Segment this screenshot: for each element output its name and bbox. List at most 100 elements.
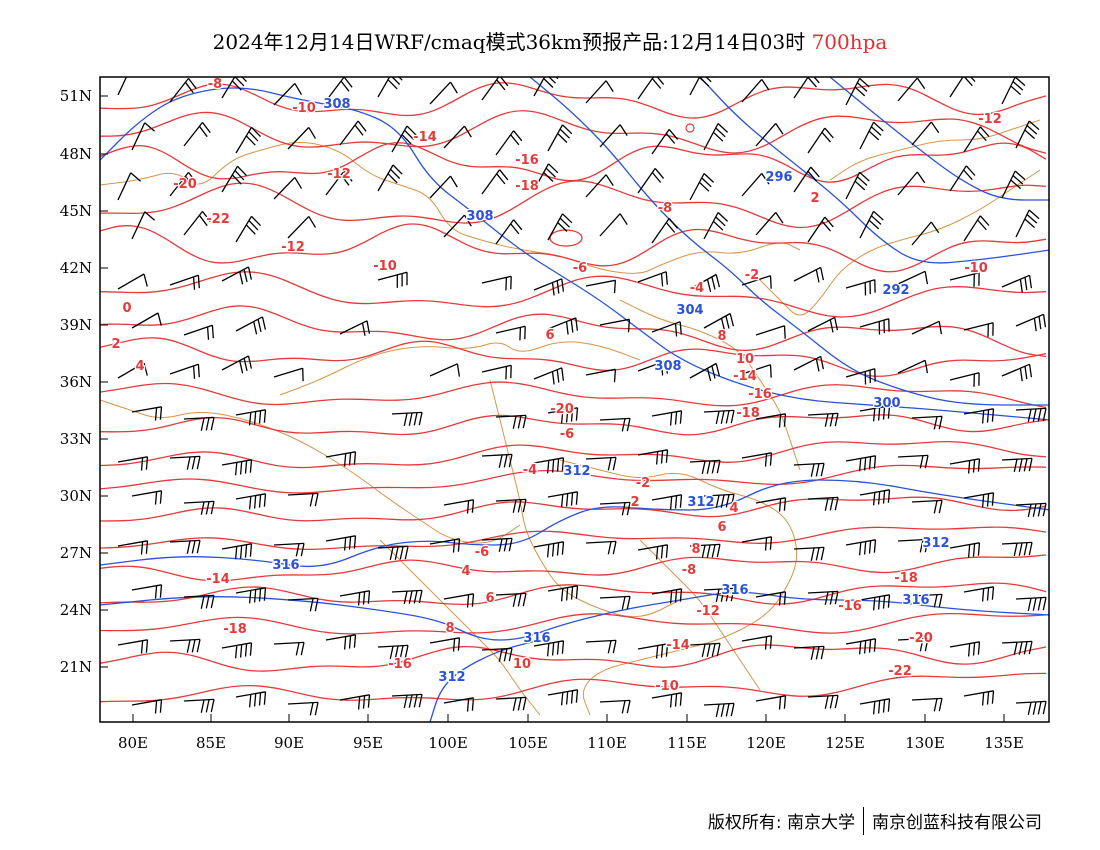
temperature-label: -16: [388, 657, 412, 672]
title-main: 2024年12月14日WRF/cmaq模式36km预报产品:12月14日03时: [212, 30, 806, 54]
wind-barb: [235, 409, 267, 426]
temperature-contour: [100, 82, 1047, 119]
wind-barb: [377, 77, 403, 98]
wind-barb: [339, 320, 371, 336]
wind-barb: [339, 590, 371, 606]
wind-barb: [793, 355, 825, 372]
height-label: 312: [922, 536, 949, 551]
wind-barb: [547, 585, 579, 602]
wind-barb: [599, 124, 628, 148]
wind-barb: [741, 536, 773, 551]
wind-barb: [235, 215, 261, 243]
y-tick-label: 48N: [60, 145, 92, 163]
y-tick-label: 42N: [60, 259, 92, 277]
wind-barb: [793, 546, 825, 561]
wind-barb: [547, 124, 573, 152]
wind-barb: [481, 537, 513, 552]
wind-barb: [949, 272, 980, 287]
wind-barb: [429, 363, 461, 377]
temperature-contour: [100, 554, 1047, 582]
temperature-label: 6: [485, 591, 494, 606]
wind-barb: [963, 690, 995, 706]
wind-barb: [429, 637, 461, 652]
x-tick-label: 105E: [508, 734, 548, 752]
wind-barb: [637, 643, 669, 659]
wind-barb: [391, 693, 423, 709]
height-contour: [529, 77, 1049, 406]
border-line: [759, 169, 1041, 316]
wind-barb: [637, 167, 665, 194]
wind-barb: [221, 266, 253, 285]
wind-barb: [495, 592, 527, 607]
wind-barb: [287, 126, 317, 150]
wind-barb: [1015, 700, 1047, 716]
wind-barb: [637, 544, 669, 560]
temperature-contour: [549, 229, 583, 247]
y-tick-label: 24N: [60, 601, 92, 619]
wind-barb: [481, 453, 513, 468]
wind-barb: [807, 694, 839, 709]
wind-barb: [131, 406, 163, 421]
wind-barb: [911, 697, 943, 712]
wind-barb: [221, 165, 247, 193]
wind-barb: [651, 494, 683, 510]
temperature-label: -12: [281, 240, 305, 255]
wind-barb: [585, 456, 617, 471]
wind-barb: [807, 412, 839, 427]
wind-barb: [637, 449, 669, 465]
wind-barb: [845, 171, 870, 200]
wind-barb: [845, 368, 876, 385]
wind-barb: [183, 500, 215, 515]
wind-barb: [169, 638, 201, 653]
footer-separator: [863, 807, 864, 835]
wind-barb: [221, 543, 253, 560]
wind-barb: [533, 278, 565, 296]
wind-barb: [481, 77, 509, 101]
wind-barb: [325, 634, 357, 650]
wind-barb: [429, 81, 458, 105]
wind-barb: [741, 172, 770, 197]
wind-barb: [533, 163, 559, 191]
wind-barb: [793, 462, 825, 477]
border-line: [619, 299, 801, 471]
temperature-label: -18: [223, 622, 247, 637]
wind-barb: [495, 414, 527, 429]
wind-barb: [911, 221, 940, 246]
wind-barb: [651, 128, 679, 155]
temperature-label: 4: [729, 501, 738, 516]
temperature-label: -20: [173, 177, 197, 192]
temperature-labels: -8-10-12-14-16-18-20-22-12-10-8-6-4-2202…: [110, 77, 1003, 695]
wind-barb: [859, 405, 891, 422]
temperature-label: -6: [573, 261, 587, 276]
wind-barb: [325, 77, 353, 102]
wind-barb: [325, 170, 353, 196]
wind-barb: [1001, 274, 1033, 293]
temperature-contour: [100, 142, 1047, 183]
wind-barb: [443, 593, 475, 608]
wind-barb: [911, 593, 943, 608]
wind-barb: [1001, 640, 1033, 656]
x-tick-label: 85E: [196, 734, 226, 752]
temperature-label: -12: [978, 112, 1002, 127]
wind-barb: [807, 496, 839, 511]
wind-barb: [547, 213, 573, 241]
temperature-label: -14: [206, 572, 230, 587]
x-tick-label: 125E: [825, 734, 865, 752]
wind-barb: [377, 644, 409, 660]
wind-barb: [911, 415, 943, 430]
temperature-label: -10: [292, 101, 316, 116]
wind-barb: [117, 273, 148, 290]
temperature-contour: [685, 123, 695, 133]
wind-barb: [689, 273, 721, 293]
temperature-label: -18: [894, 571, 918, 586]
wind-barb: [949, 542, 981, 558]
wind-barb: [481, 364, 512, 380]
wind-barb: [131, 122, 156, 151]
wind-barb: [703, 409, 735, 425]
wind-barb: [391, 125, 417, 153]
wind-barb: [273, 542, 305, 557]
wind-barb: [741, 452, 773, 467]
wind-barb: [533, 541, 565, 558]
border-line: [639, 539, 761, 691]
wind-barb: [689, 362, 721, 382]
